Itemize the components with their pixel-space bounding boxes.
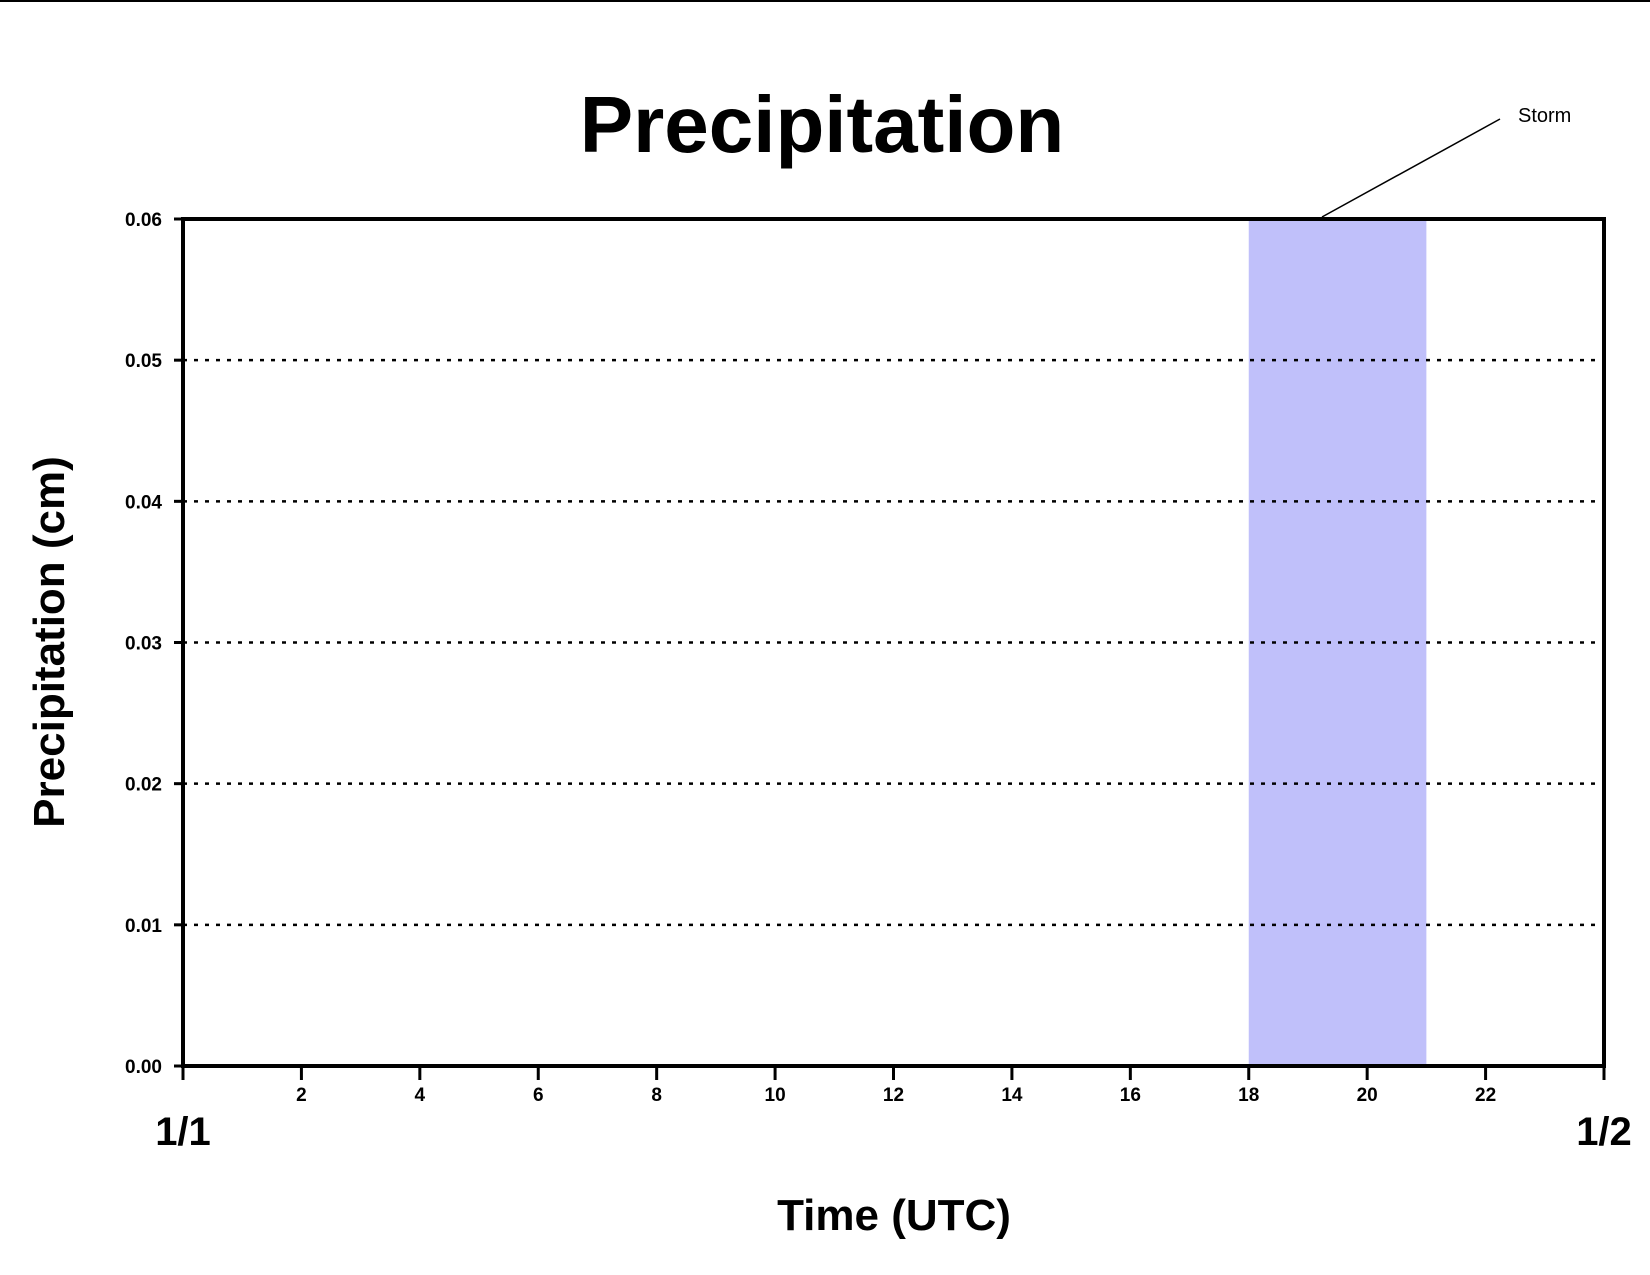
x-tick-label: 20 [1357,1085,1378,1106]
y-tick-label: 0.04 [125,492,162,513]
x-tick-label: 8 [651,1085,662,1106]
x-tick-label: 12 [883,1085,904,1106]
x-tick-label: 6 [533,1085,544,1106]
x-axis-label: Time (UTC) [777,1191,1011,1240]
y-tick-label: 0.06 [125,210,162,231]
storm-annotation-label: Storm [1518,105,1571,127]
storm-annotation-leader [1321,118,1501,218]
y-axis-label: Precipitation (cm) [25,456,74,828]
y-tick-label: 0.01 [125,916,162,937]
x-tick-label: 14 [1001,1085,1023,1106]
y-tick-label: 0.00 [125,1057,162,1078]
x-tick-label: 4 [415,1085,426,1106]
x-date-label: 1/1 [155,1110,211,1154]
x-tick-label: 2 [296,1085,307,1106]
x-tick-label: 16 [1120,1085,1141,1106]
x-tick-label: 10 [765,1085,786,1106]
x-date-label: 1/2 [1576,1110,1632,1154]
y-tick-label: 0.05 [125,351,162,372]
x-tick-label: 22 [1475,1085,1496,1106]
x-tick-label: 18 [1238,1085,1259,1106]
y-tick-label: 0.03 [125,634,162,655]
chart-title: Precipitation [580,80,1065,169]
y-tick-label: 0.02 [125,775,162,796]
